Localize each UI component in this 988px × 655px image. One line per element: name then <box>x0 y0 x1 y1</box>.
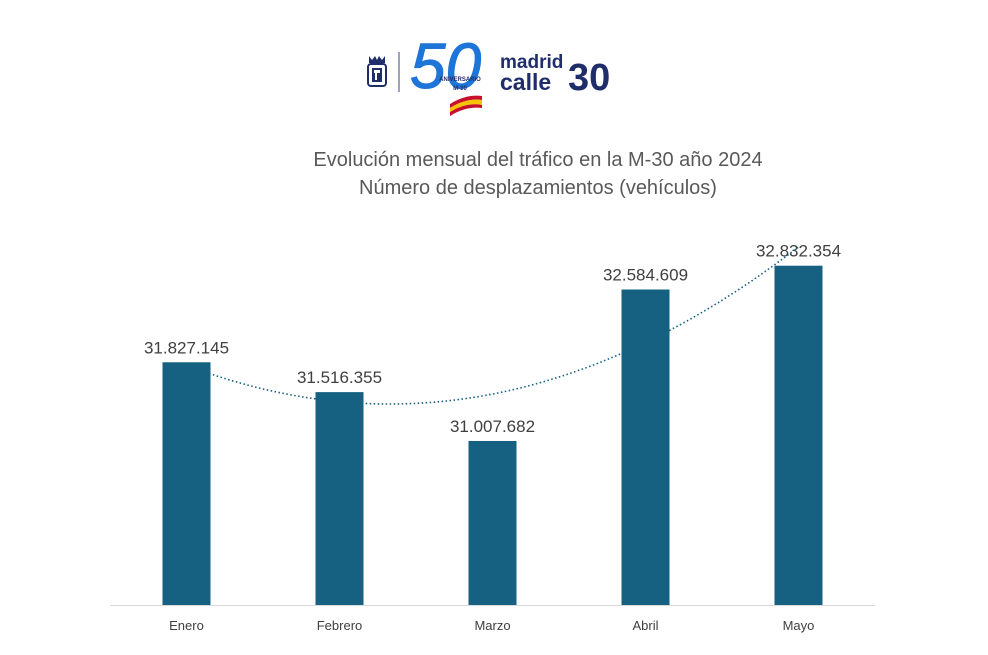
spain-flag-swoosh-icon <box>450 95 482 116</box>
logo-divider <box>398 52 400 92</box>
anniversary-line2: M-30 <box>453 86 467 92</box>
anniversary-number: 50 <box>410 30 482 102</box>
x-tick-label: Enero <box>169 618 204 633</box>
brand-line1: madrid <box>500 52 563 73</box>
bar-febrero <box>315 392 364 605</box>
data-label: 31.516.355 <box>297 368 382 387</box>
anniversary-50-logo: 50 ANIVERSARIO M-30 <box>410 30 482 116</box>
chart-title: Evolución mensual del tráfico en la M-30… <box>313 149 763 171</box>
anniversary-line1: ANIVERSARIO <box>439 77 481 83</box>
x-tick-label: Febrero <box>317 618 363 633</box>
x-tick-label: Marzo <box>474 618 510 633</box>
bar-mayo <box>774 265 823 605</box>
data-label: 31.007.682 <box>450 417 535 436</box>
bar-abril <box>621 289 670 605</box>
brand-line2a: calle <box>500 69 551 95</box>
data-label: 32.832.354 <box>756 242 841 261</box>
chart-subtitle: Número de desplazamientos (vehículos) <box>359 177 717 199</box>
bar-enero <box>162 362 211 605</box>
x-tick-label: Abril <box>632 618 658 633</box>
chart-title-block: Evolución mensual del tráfico en la M-30… <box>280 146 796 202</box>
bar-marzo <box>468 440 517 605</box>
madrid-city-crest-icon <box>367 56 387 87</box>
brand-line2b: 30 <box>568 57 610 98</box>
madrid-calle-30-logo: madrid calle 30 <box>500 52 610 98</box>
data-label: 31.827.145 <box>144 338 229 357</box>
data-label: 32.584.609 <box>603 266 688 285</box>
x-tick-label: Mayo <box>783 618 815 633</box>
logo-area: 50 ANIVERSARIO M-30 madrid calle 30 <box>360 28 630 118</box>
polynomial-trendline <box>186 246 799 405</box>
